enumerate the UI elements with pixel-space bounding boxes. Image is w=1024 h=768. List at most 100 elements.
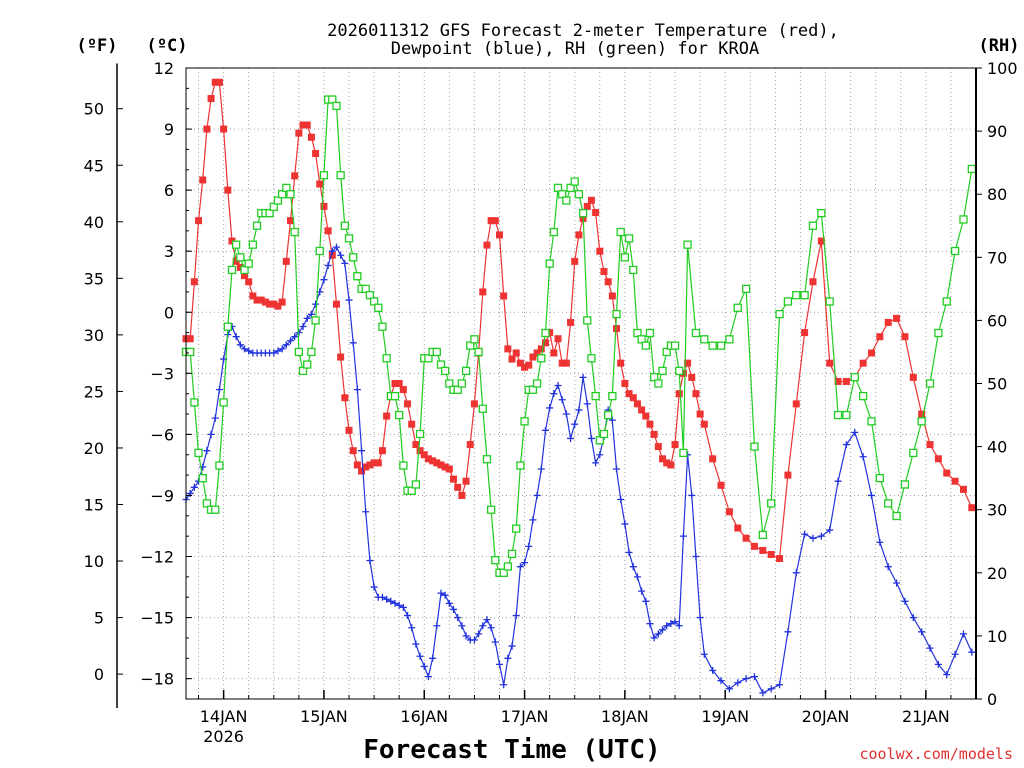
rh-point <box>361 284 370 294</box>
dewpoint-point <box>642 597 650 605</box>
dewpoint-point <box>450 605 458 613</box>
dewpoint-point <box>671 618 679 626</box>
dewpoint-point <box>742 675 750 683</box>
celsius-tick-label: −9 <box>150 486 174 505</box>
dewpoint-point <box>876 538 884 546</box>
rh-point <box>741 284 751 294</box>
rh-point <box>599 429 609 439</box>
temperature-point <box>893 314 901 322</box>
dewpoint-point <box>429 654 437 662</box>
rh-tick-label: 30 <box>987 501 1007 520</box>
dewpoint-point <box>512 612 520 620</box>
temperature-point <box>776 555 784 563</box>
rh-point <box>549 227 558 237</box>
rh-point <box>825 297 834 306</box>
temperature-point <box>671 441 679 449</box>
temperature-point <box>717 481 725 489</box>
temperature-point <box>341 394 349 402</box>
temperature-point <box>454 483 462 491</box>
temperature-point <box>884 318 892 326</box>
rh-point <box>792 291 801 300</box>
temperature-point <box>366 461 374 469</box>
dewpoint-point <box>353 386 361 394</box>
temperature-point <box>951 477 959 485</box>
dewpoint-point <box>759 689 767 697</box>
temperature-point <box>450 475 458 483</box>
temperature-point <box>470 400 478 408</box>
rh-point <box>432 347 441 357</box>
rh-point <box>227 265 237 275</box>
dewpoint-point <box>236 341 244 349</box>
rh-point <box>858 391 868 401</box>
temperature-point <box>433 459 441 467</box>
fahrenheit-tick-label: 30 <box>84 326 104 345</box>
temperature-point <box>868 349 876 357</box>
temperature-point <box>249 292 257 300</box>
temperature-point <box>546 329 554 337</box>
dewpoint-point <box>679 532 687 540</box>
rh-point <box>591 391 600 401</box>
temperature-point <box>324 227 332 235</box>
dewpoint-point <box>750 673 758 681</box>
x-axis-title: Forecast Time (UTC) <box>363 735 660 765</box>
temperature-point <box>700 420 708 428</box>
dewpoint-point <box>190 483 198 491</box>
dewpoint-point <box>475 630 483 638</box>
dewpoint-point <box>943 671 951 679</box>
dewpoint-point <box>332 243 340 251</box>
temperature-point <box>328 251 336 259</box>
dewpoint-point <box>470 636 478 644</box>
dewpoint-point <box>504 654 512 662</box>
dewpoint-point <box>792 569 800 577</box>
temperature-point <box>659 455 667 463</box>
dewpoint-point <box>312 300 320 308</box>
temperature-point <box>558 359 566 367</box>
x-tick-label: 16JAN <box>400 707 448 726</box>
x-tick-label: 18JAN <box>601 707 649 726</box>
rh-point <box>562 196 571 205</box>
temperature-point <box>391 380 399 387</box>
temperature-point <box>395 380 403 387</box>
rh-point <box>683 240 692 249</box>
rh-point <box>528 385 538 394</box>
dewpoint-point <box>646 620 654 628</box>
dewpoint-point <box>675 622 683 630</box>
dewpoint-point <box>583 400 591 408</box>
chart-title-line1: 2026011312 GFS Forecast 2-meter Temperat… <box>327 21 839 41</box>
rh-point <box>516 461 525 470</box>
axes: 129630−3−6−9−12−15−180510152025303540455… <box>84 59 1018 746</box>
temperature-point <box>759 546 767 554</box>
temperature-point <box>926 441 934 449</box>
dewpoint-point <box>893 579 901 587</box>
dewpoint-point <box>617 496 625 504</box>
temperature-point <box>537 345 545 353</box>
rh-point <box>833 410 843 420</box>
rh-point <box>407 486 416 495</box>
temperature-point <box>278 298 286 306</box>
series-rh <box>181 95 976 577</box>
rh-point <box>499 568 508 577</box>
x-tick-label: 14JAN <box>200 707 248 726</box>
temperature-point <box>349 447 357 455</box>
rh-point <box>608 391 617 401</box>
dewpoint-point <box>537 465 545 473</box>
rh-point <box>875 473 885 483</box>
temperature-point <box>186 335 194 343</box>
rh-tick-label: 20 <box>987 564 1007 583</box>
dewpoint-point <box>700 650 708 658</box>
rh-point <box>716 341 726 350</box>
temperature-point <box>253 296 261 304</box>
temperature-point <box>353 461 361 469</box>
temperature-point <box>646 420 654 428</box>
dewpoint-point <box>550 390 558 398</box>
rh-point <box>190 398 199 407</box>
temperature-point <box>261 298 269 306</box>
dewpoint-point <box>909 614 917 622</box>
temperature-point <box>826 359 834 367</box>
temperature-point <box>232 257 240 265</box>
rh-point <box>336 171 345 180</box>
rh-point <box>503 562 513 571</box>
dewpoint-point <box>291 333 299 341</box>
